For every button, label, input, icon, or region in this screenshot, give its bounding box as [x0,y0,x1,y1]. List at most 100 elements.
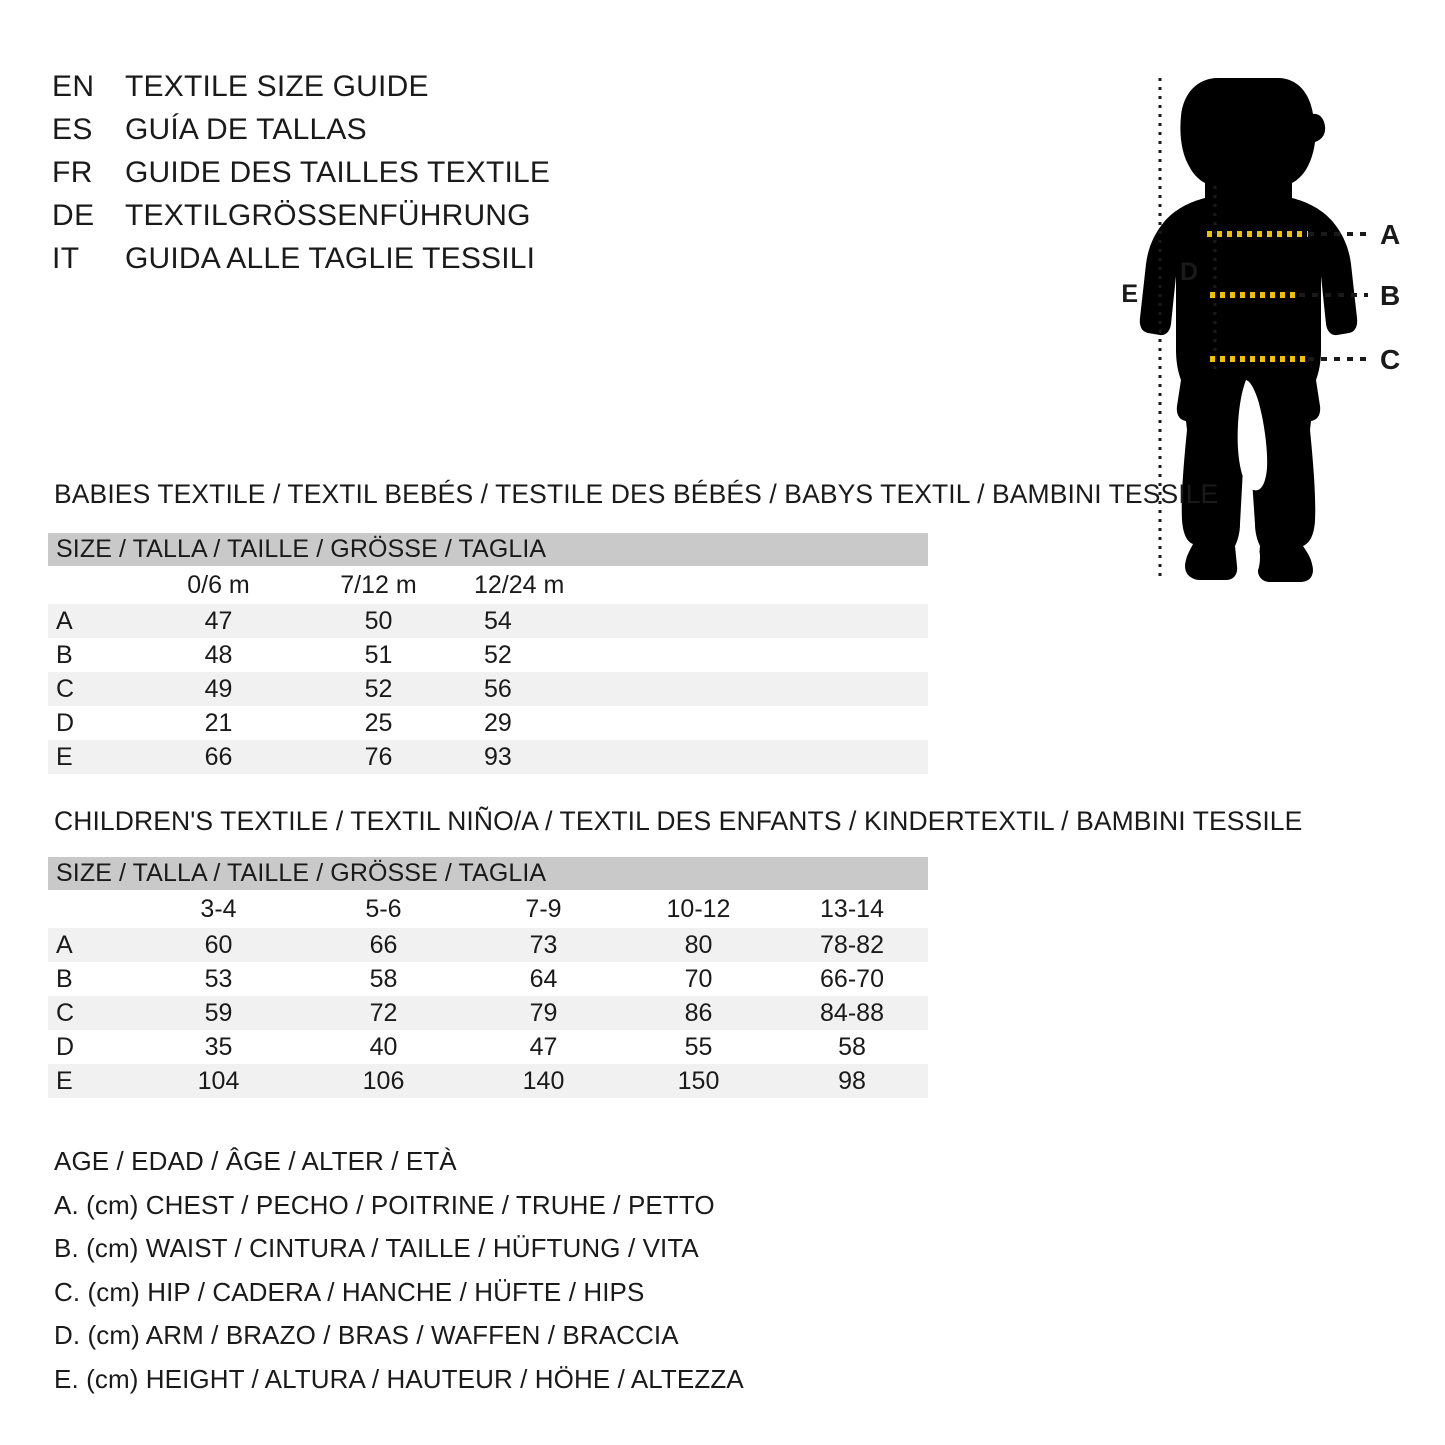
language-row-it: IT GUIDA ALLE TAGLIE TESSILI [52,242,672,285]
children-cell-b-4: 66-70 [776,962,929,996]
table-row: C 59 72 79 86 84-88 [48,996,929,1030]
table-row: A 60 66 73 80 78-82 [48,928,929,962]
children-cell-c-2: 79 [466,996,621,1030]
children-header-bar-label: SIZE / TALLA / TAILLE / GRÖSSE / TAGLIA [48,857,929,890]
language-title-de: TEXTILGRÖSSENFÜHRUNG [125,199,531,232]
children-column-header-3: 10-12 [621,890,776,928]
table-row: B 53 58 64 70 66-70 [48,962,929,996]
children-row-label-a: A [48,928,136,962]
children-cell-c-3: 86 [621,996,776,1030]
babies-row-label-e: E [48,740,136,774]
babies-row-label-c: C [48,672,136,706]
babies-cell-c-2: 56 [456,672,929,706]
children-cell-a-4: 78-82 [776,928,929,962]
children-cell-e-3: 150 [621,1064,776,1098]
children-column-header-row: 3-4 5-6 7-9 10-12 13-14 [48,890,929,928]
table-row: B 48 51 52 [48,638,929,672]
children-cell-a-0: 60 [136,928,301,962]
children-cell-a-3: 80 [621,928,776,962]
children-row-label-b: B [48,962,136,996]
babies-header-bar-label: SIZE / TALLA / TAILLE / GRÖSSE / TAGLIA [48,533,929,566]
children-row-label-d: D [48,1030,136,1064]
language-code-de: DE [52,199,95,232]
legend-line-b-waist: B. (cm) WAIST / CINTURA / TAILLE / HÜFTU… [54,1233,699,1264]
babies-cell-b-2: 52 [456,638,929,672]
children-size-table: SIZE / TALLA / TAILLE / GRÖSSE / TAGLIA … [48,857,929,1098]
legend-line-a-chest: A. (cm) CHEST / PECHO / POITRINE / TRUHE… [54,1189,715,1220]
babies-cell-d-2: 29 [456,706,929,740]
language-row-fr: FR GUIDE DES TAILLES TEXTILE [52,156,672,199]
babies-size-table: SIZE / TALLA / TAILLE / GRÖSSE / TAGLIA … [48,533,929,774]
language-title-en: TEXTILE SIZE GUIDE [125,70,429,103]
legend-line-e-height: E. (cm) HEIGHT / ALTURA / HAUTEUR / HÖHE… [54,1363,744,1394]
children-cell-b-1: 58 [301,962,466,996]
children-cell-d-0: 35 [136,1030,301,1064]
table-row: D 35 40 47 55 58 [48,1030,929,1064]
language-header: EN TEXTILE SIZE GUIDE ES GUÍA DE TALLAS … [52,70,672,285]
language-row-de: DE TEXTILGRÖSSENFÜHRUNG [52,199,672,242]
babies-cell-d-1: 25 [301,706,456,740]
children-row-label-e: E [48,1064,136,1098]
language-title-fr: GUIDE DES TAILLES TEXTILE [125,156,551,189]
babies-cell-b-0: 48 [136,638,301,672]
babies-cell-c-1: 52 [301,672,456,706]
marker-label-e: E [1121,280,1138,308]
table-row: A 47 50 54 [48,604,929,638]
babies-row-label-b: B [48,638,136,672]
children-cell-d-3: 55 [621,1030,776,1064]
marker-label-a: A [1380,219,1400,250]
table-row: E 66 76 93 [48,740,929,774]
children-corner-cell [48,890,136,928]
babies-row-label-a: A [48,604,136,638]
babies-cell-c-0: 49 [136,672,301,706]
marker-label-b: B [1380,280,1400,311]
children-column-header-1: 5-6 [301,890,466,928]
children-table-header-bar: SIZE / TALLA / TAILLE / GRÖSSE / TAGLIA [48,857,929,890]
language-row-es: ES GUÍA DE TALLAS [52,113,672,156]
babies-column-header-2: 12/24 m [456,566,929,604]
babies-cell-a-0: 47 [136,604,301,638]
children-cell-d-4: 58 [776,1030,929,1064]
legend-line-c-hip: C. (cm) HIP / CADERA / HANCHE / HÜFTE / … [54,1276,645,1307]
babies-cell-d-0: 21 [136,706,301,740]
child-silhouette-icon [1139,78,1358,582]
children-cell-c-0: 59 [136,996,301,1030]
children-cell-d-2: 47 [466,1030,621,1064]
children-cell-d-1: 40 [301,1030,466,1064]
measurement-diagram: E D A B C [1050,50,1445,620]
marker-label-d: D [1180,258,1198,286]
children-column-header-4: 13-14 [776,890,929,928]
children-cell-b-0: 53 [136,962,301,996]
babies-column-header-1: 7/12 m [301,566,456,604]
children-cell-e-4: 98 [776,1064,929,1098]
children-cell-e-1: 106 [301,1064,466,1098]
children-cell-b-3: 70 [621,962,776,996]
babies-cell-e-0: 66 [136,740,301,774]
children-section-title: CHILDREN'S TEXTILE / TEXTIL NIÑO/A / TEX… [54,806,1303,836]
children-cell-e-2: 140 [466,1064,621,1098]
babies-cell-e-2: 93 [456,740,929,774]
babies-column-header-row: 0/6 m 7/12 m 12/24 m [48,566,929,604]
babies-cell-b-1: 51 [301,638,456,672]
babies-cell-e-1: 76 [301,740,456,774]
language-title-es: GUÍA DE TALLAS [125,113,367,146]
legend-line-age: AGE / EDAD / ÂGE / ALTER / ETÀ [54,1146,457,1177]
children-cell-a-1: 66 [301,928,466,962]
language-code-fr: FR [52,156,93,189]
language-title-it: GUIDA ALLE TAGLIE TESSILI [125,242,536,275]
children-cell-c-1: 72 [301,996,466,1030]
babies-cell-a-1: 50 [301,604,456,638]
children-cell-e-0: 104 [136,1064,301,1098]
language-code-it: IT [52,242,80,275]
babies-column-header-0: 0/6 m [136,566,301,604]
children-column-header-2: 7-9 [466,890,621,928]
babies-row-label-d: D [48,706,136,740]
children-cell-a-2: 73 [466,928,621,962]
children-column-header-0: 3-4 [136,890,301,928]
table-row: C 49 52 56 [48,672,929,706]
table-row: E 104 106 140 150 98 [48,1064,929,1098]
language-row-en: EN TEXTILE SIZE GUIDE [52,70,672,113]
marker-label-c: C [1380,344,1400,375]
babies-section-title: BABIES TEXTILE / TEXTIL BEBÉS / TESTILE … [54,479,1219,509]
language-code-es: ES [52,113,93,146]
